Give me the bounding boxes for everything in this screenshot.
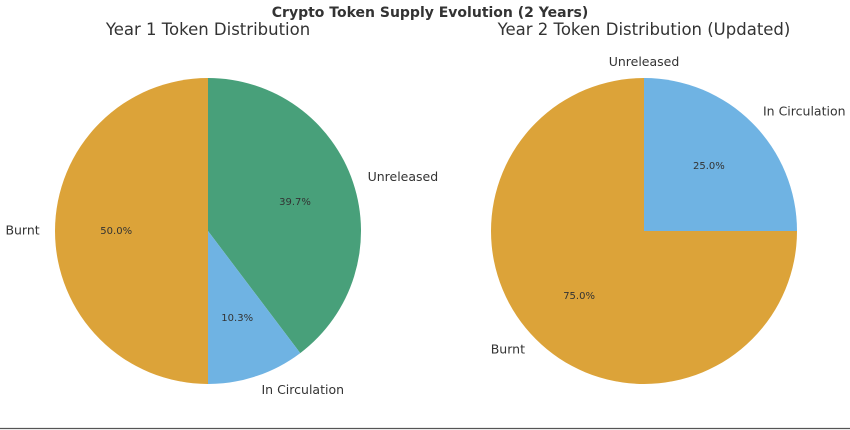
pie-title-year-2: Year 2 Token Distribution (Updated) xyxy=(497,20,791,39)
slice-percent-unreleased: 39.7% xyxy=(279,197,311,208)
slice-percent-burnt: 75.0% xyxy=(563,291,595,302)
pie-slice-in-circulation xyxy=(208,231,301,384)
slice-label-unreleased: Unreleased xyxy=(609,54,680,69)
slice-label-unreleased: Unreleased xyxy=(368,169,439,184)
pie-chart-year-2: Year 2 Token Distribution (Updated) Unre… xyxy=(491,20,846,384)
slice-label-in-circulation: In Circulation xyxy=(763,103,846,118)
pie-slice-burnt xyxy=(491,78,797,384)
pie-slice-in-circulation xyxy=(644,78,797,231)
slice-percent-in-circulation: 25.0% xyxy=(693,161,725,172)
pie-slice-unreleased xyxy=(208,78,361,354)
slice-percent-in-circulation: 10.3% xyxy=(221,313,253,324)
slice-label-in-circulation: In Circulation xyxy=(262,382,345,397)
slice-label-burnt: Burnt xyxy=(5,223,39,238)
pie-chart-year-1: Year 1 Token Distribution Unreleased 39.7… xyxy=(5,20,438,397)
pie-title-year-1: Year 1 Token Distribution xyxy=(105,20,310,39)
figure-title: Crypto Token Supply Evolution (2 Years) xyxy=(272,5,588,21)
slice-percent-burnt: 50.0% xyxy=(100,226,132,237)
slice-label-burnt: Burnt xyxy=(491,342,525,357)
pie-slice-burnt xyxy=(55,78,208,384)
